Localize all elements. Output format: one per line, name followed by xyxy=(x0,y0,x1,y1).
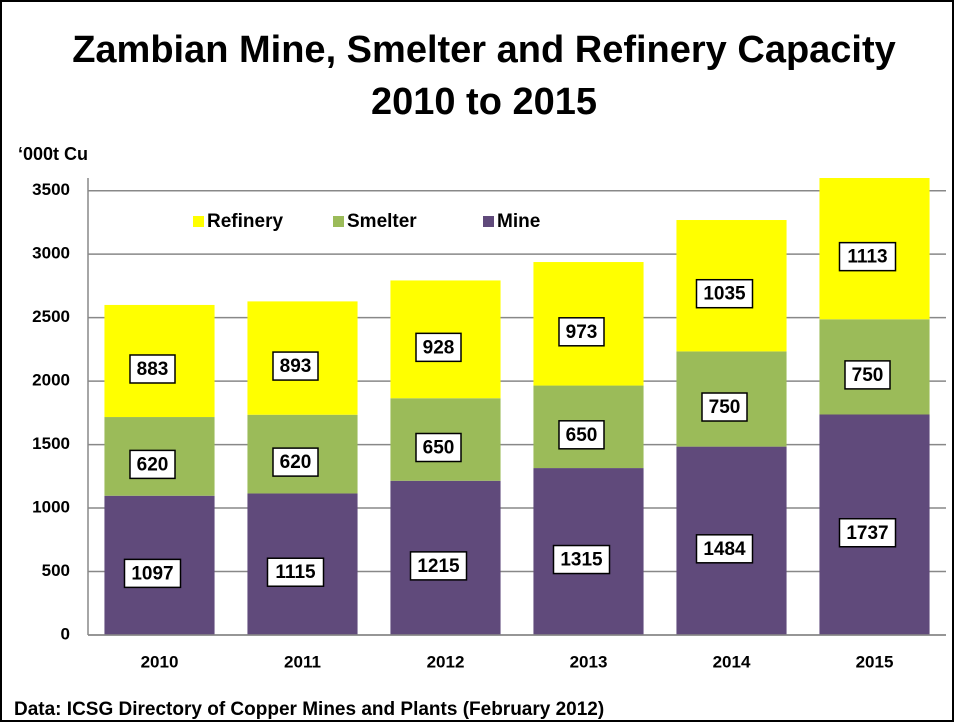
x-tick-label: 2010 xyxy=(141,652,179,671)
chart-subtitle: 2010 to 2015 xyxy=(371,81,597,123)
source-note: Data: ICSG Directory of Copper Mines and… xyxy=(14,699,604,720)
data-label-box xyxy=(415,432,462,463)
data-label: 1113 xyxy=(847,247,887,268)
data-label-box xyxy=(415,332,462,363)
data-label-box xyxy=(701,392,748,422)
data-label-box xyxy=(558,317,605,347)
y-tick-label: 500 xyxy=(42,561,70,580)
legend-label: Smelter xyxy=(347,211,417,232)
data-label: 1484 xyxy=(703,539,746,560)
data-label-box xyxy=(558,420,605,450)
data-label: 750 xyxy=(709,397,741,418)
data-label: 620 xyxy=(137,454,169,475)
data-label: 1737 xyxy=(846,523,888,544)
data-label: 928 xyxy=(423,337,455,358)
data-label: 750 xyxy=(852,365,884,386)
data-label-box xyxy=(695,278,754,309)
y-tick-label: 3000 xyxy=(32,244,70,263)
legend-swatch xyxy=(333,216,344,227)
data-label-box xyxy=(552,544,611,575)
data-label: 893 xyxy=(280,356,312,377)
data-label: 1315 xyxy=(560,550,603,571)
data-label-box xyxy=(844,360,891,390)
y-tick-label: 1500 xyxy=(32,434,70,453)
data-label-box xyxy=(695,534,754,564)
y-tick-label: 1000 xyxy=(32,498,70,517)
legend-label: Refinery xyxy=(207,211,283,232)
legend-swatch xyxy=(483,216,494,227)
data-label-box xyxy=(409,551,468,581)
x-tick-label: 2014 xyxy=(713,652,751,671)
x-tick-label: 2013 xyxy=(570,652,608,671)
data-label: 650 xyxy=(423,438,455,459)
data-label: 1097 xyxy=(131,563,173,584)
legend-swatch xyxy=(193,216,204,227)
data-label-box xyxy=(272,351,319,381)
data-label: 973 xyxy=(566,322,598,343)
y-tick-label: 2500 xyxy=(32,307,70,326)
data-label-box xyxy=(838,517,897,548)
y-tick-label: 2000 xyxy=(32,371,70,390)
x-tick-label: 2015 xyxy=(856,652,894,671)
chart-title: Zambian Mine, Smelter and Refinery Capac… xyxy=(72,29,896,71)
x-tick-label: 2011 xyxy=(284,652,321,671)
data-label-box xyxy=(129,354,176,384)
y-tick-label: 3500 xyxy=(32,180,70,199)
data-label: 620 xyxy=(280,452,312,473)
data-label-box xyxy=(123,558,182,589)
data-label: 1035 xyxy=(703,284,746,305)
y-axis-label: ‘000t Cu xyxy=(18,144,88,164)
data-label-box xyxy=(272,447,319,477)
y-tick-label: 0 xyxy=(61,624,70,643)
data-label: 650 xyxy=(566,425,598,446)
data-label-box xyxy=(266,557,325,587)
data-label: 1215 xyxy=(417,556,460,577)
data-label: 883 xyxy=(137,359,169,380)
x-tick-label: 2012 xyxy=(427,652,465,671)
legend-label: Mine xyxy=(497,211,540,232)
data-label: 1115 xyxy=(275,562,316,583)
data-label-box xyxy=(838,241,897,272)
data-label-box xyxy=(129,449,176,480)
